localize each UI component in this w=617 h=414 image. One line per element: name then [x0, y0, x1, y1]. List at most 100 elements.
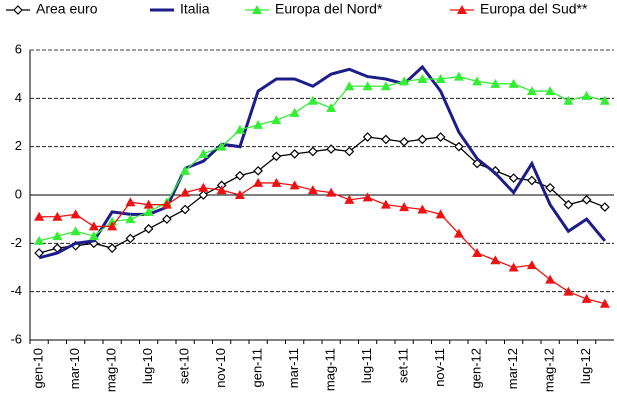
data-point: [70, 226, 81, 236]
data-point: [417, 134, 428, 145]
data-point: [380, 81, 391, 91]
data-point: [490, 255, 501, 265]
legend-label: Italia: [180, 1, 210, 17]
data-point: [253, 165, 263, 176]
x-tick-label: lug-11: [359, 348, 374, 383]
data-point: [180, 165, 191, 175]
legend-label: Area euro: [36, 1, 98, 17]
data-point: [508, 173, 519, 183]
x-tick-label: lug-12: [578, 348, 593, 384]
x-tick-label: set-11: [396, 348, 411, 383]
data-point: [180, 187, 191, 197]
data-point: [435, 74, 446, 83]
data-point: [344, 194, 355, 204]
data-point: [234, 190, 245, 199]
data-point: [289, 149, 300, 159]
data-point: [34, 211, 45, 221]
data-point: [527, 175, 537, 186]
series-line: [38, 64, 607, 260]
legend-marker: [13, 5, 23, 15]
data-point: [70, 209, 81, 219]
data-point: [234, 124, 245, 134]
data-point: [253, 119, 264, 129]
data-point: [399, 202, 410, 212]
data-point: [88, 221, 99, 231]
data-point: [526, 260, 537, 270]
series-line: [38, 75, 606, 242]
data-point: [453, 71, 464, 81]
data-point: [435, 209, 446, 219]
y-tick-label: 0: [15, 186, 22, 201]
legend-label: Europa del Nord*: [275, 1, 383, 17]
series-line: [39, 182, 606, 305]
data-point: [599, 95, 610, 105]
data-point: [417, 74, 428, 83]
data-point: [344, 146, 355, 157]
data-point: [508, 78, 519, 88]
data-point: [545, 182, 555, 193]
data-point: [380, 199, 391, 209]
x-tick-label: nov-10: [213, 348, 228, 388]
data-point: [52, 231, 63, 241]
y-tick-label: -2: [10, 235, 22, 250]
x-tick-label: gen-10: [31, 348, 46, 388]
data-point: [307, 185, 318, 195]
data-point: [307, 95, 318, 105]
data-point: [253, 177, 264, 187]
data-point: [161, 199, 172, 209]
data-point: [435, 132, 446, 142]
x-tick-label: mar-10: [67, 348, 82, 389]
data-point: [34, 235, 45, 245]
data-point: [308, 146, 318, 157]
data-point: [289, 107, 300, 117]
data-point: [399, 136, 409, 147]
data-point: [143, 206, 154, 216]
data-point: [581, 293, 592, 303]
legend-marker: [252, 5, 262, 14]
data-point: [216, 185, 227, 195]
data-point: [399, 76, 410, 86]
data-point: [600, 202, 610, 212]
data-point: [52, 211, 63, 221]
x-tick-label: mag-10: [104, 348, 119, 392]
y-tick-label: -4: [10, 283, 22, 298]
data-point: [326, 103, 337, 112]
data-point: [143, 223, 154, 234]
data-point: [107, 221, 118, 231]
data-point: [107, 243, 117, 254]
data-point: [88, 231, 99, 241]
y-tick-label: 2: [15, 138, 22, 153]
data-point: [198, 190, 209, 200]
data-point: [271, 177, 282, 187]
x-tick-label: gen-11: [250, 348, 265, 388]
data-point: [326, 187, 337, 197]
data-point: [526, 86, 537, 96]
data-point: [362, 192, 373, 202]
data-point: [545, 274, 556, 284]
data-point: [453, 228, 464, 238]
x-tick-label: mag-11: [323, 348, 338, 391]
data-point: [125, 197, 136, 207]
data-point: [271, 115, 282, 125]
y-tick-label: 6: [15, 41, 22, 56]
data-point: [472, 248, 483, 257]
data-point: [454, 141, 464, 152]
x-tick-label: lug-10: [140, 348, 155, 384]
data-point: [216, 141, 227, 151]
y-tick-label: -6: [10, 331, 22, 346]
data-point: [362, 132, 373, 142]
x-tick-label: nov-11: [432, 348, 447, 387]
legend-label: Europa del Sud**: [480, 1, 588, 17]
data-point: [198, 182, 209, 192]
data-point: [235, 170, 245, 181]
data-point: [162, 214, 172, 225]
x-tick-label: mar-11: [286, 348, 301, 388]
data-point: [344, 81, 355, 91]
data-point: [581, 194, 592, 205]
data-point: [143, 199, 154, 209]
x-tick-label: set-10: [177, 348, 192, 384]
y-tick-label: 4: [15, 90, 22, 105]
data-point: [563, 199, 574, 210]
data-point: [198, 148, 209, 158]
